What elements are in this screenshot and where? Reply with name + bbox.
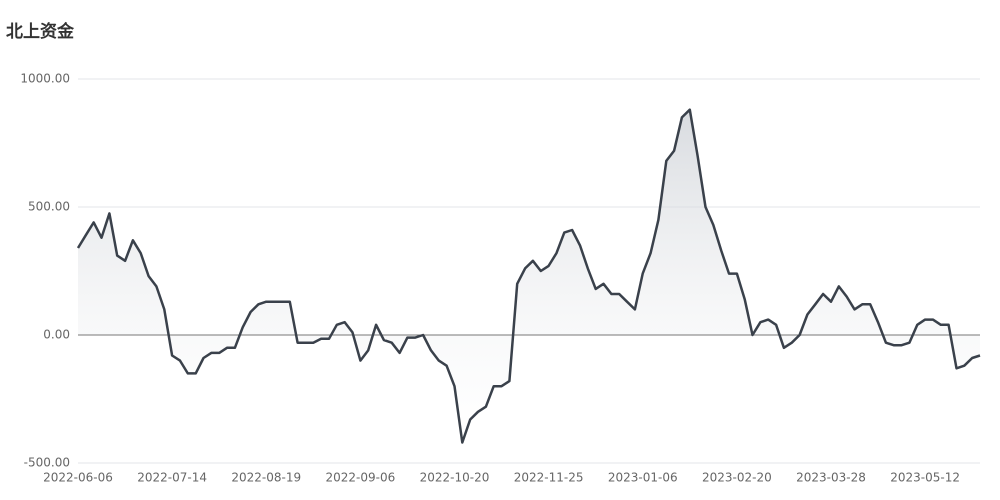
area xyxy=(78,109,980,443)
x-tick-label: 2022-11-25 xyxy=(514,471,584,485)
y-tick-label: 500.00 xyxy=(28,200,70,214)
x-tick-label: 2022-07-14 xyxy=(137,471,207,485)
x-tick-label: 2022-09-06 xyxy=(325,471,395,485)
x-tick-label: 2023-02-20 xyxy=(702,471,772,485)
x-tick-label: 2023-03-28 xyxy=(796,471,866,485)
x-tick-label: 2022-06-06 xyxy=(43,471,113,485)
x-tick-label: 2022-08-19 xyxy=(231,471,301,485)
line xyxy=(76,108,981,444)
y-tick-label: 1000.00 xyxy=(20,72,70,86)
x-tick-label: 2022-10-20 xyxy=(420,471,490,485)
x-tick-label: 2023-01-06 xyxy=(608,471,678,485)
x-tick-label: 2023-05-12 xyxy=(890,471,960,485)
y-tick-label: 0.00 xyxy=(43,328,70,342)
y-tick-label: -500.00 xyxy=(24,456,70,470)
chart-title: 北上资金 xyxy=(6,21,75,42)
